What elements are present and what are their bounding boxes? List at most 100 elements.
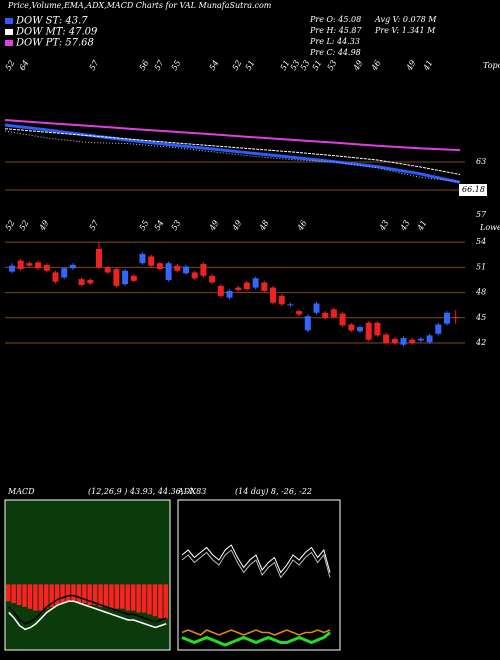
candle-body [348,324,355,331]
histogram-bar [136,584,141,613]
candle-body [296,311,303,315]
histogram-bar [158,584,163,619]
histogram-bar [71,584,76,602]
candle-body [148,256,155,266]
candle-body [270,287,276,303]
histogram-bar [92,584,98,605]
candle-body [209,275,216,283]
line-series [4,118,461,152]
histogram-bar [87,584,92,605]
candle-body [69,264,76,269]
panel-subtitle: (14 day) 8, -26, -22 [235,487,312,496]
stat-label: Pre O: 45.08 [309,15,361,24]
top-panel [5,62,465,200]
date-label: 53 [170,219,183,232]
value-box [459,184,487,196]
candle-body [235,287,242,291]
histogram-bar [114,584,120,609]
date-label: 55 [170,59,183,72]
legend-label: DOW MT: 47.09 [15,27,98,38]
date-label: 56 [138,59,151,72]
histogram-bar [147,584,152,615]
candle-body [200,264,207,276]
histogram-bar [103,584,109,607]
histogram-bar [109,584,114,609]
histogram-bar [120,584,125,609]
date-label: 55 [138,219,151,232]
histogram-bar [49,584,54,607]
candle-body [287,304,294,306]
line-series [4,123,461,184]
panel-title: MACD [7,487,35,496]
histogram-bar [22,584,27,607]
side-label: 63 [476,157,486,166]
histogram-bar [33,584,38,611]
candle-body [52,272,59,282]
candle-body [165,263,172,280]
candle-body [122,270,129,285]
legend-swatch [5,40,13,46]
candle-body [391,338,398,344]
candle-body [313,303,320,313]
histogram-bar [125,584,130,611]
histogram-bar [54,584,60,605]
adx-line [181,549,331,579]
side-label: Topo [483,61,500,70]
candle-body [383,334,390,344]
candle-body [191,272,198,279]
stat-label: Pre V: 1.341 M [374,26,436,35]
histogram-bar [27,584,33,609]
adx-line [181,544,331,574]
date-label: 64 [18,59,31,72]
date-label: 52 [18,219,31,232]
macd-line [8,594,167,625]
date-label: 52 [231,59,244,72]
legend-label: DOW ST: 43.7 [15,16,88,27]
candle-body [243,282,250,290]
side-label: 57 [476,210,487,219]
candle-body [87,279,94,284]
y-tick-label: 48 [475,288,486,297]
adx-line [181,629,331,636]
date-label: 53 [326,59,339,72]
date-label: 54 [153,219,166,232]
adx-panel [177,499,341,651]
histogram-bar [152,584,158,617]
date-label: 51 [244,59,257,72]
date-label: 52 [4,219,17,232]
date-label: 53 [289,59,302,72]
adx-line [181,631,331,647]
candle-body [113,269,120,286]
candle-body [426,335,433,343]
legend-label: DOW PT: 57.68 [15,38,94,49]
candle-body [96,248,102,268]
candle-body [78,279,85,286]
candle-body [130,275,137,281]
candle-body [9,265,15,272]
candle-body [339,313,346,326]
candle-body [26,263,33,266]
line-series [4,130,461,183]
y-tick-label: 54 [476,237,486,246]
candle-body [365,322,372,340]
candle-body [322,312,329,318]
candle-body [374,322,381,336]
candle-body [409,339,416,344]
y-tick-label: 45 [475,313,486,322]
stat-label: Pre H: 45.87 [309,26,363,35]
candle-body [357,327,363,332]
candle-body [330,309,337,317]
candle-body [104,267,111,273]
candle-body [43,264,50,271]
candle-body [444,312,450,324]
line-series [4,128,461,175]
stat-label: Pre C: 44.98 [309,48,361,57]
candle-body [174,265,181,271]
candle-body [17,260,24,270]
date-label: 51 [311,59,324,72]
candle-body [61,268,68,278]
candle-body [452,316,459,318]
histogram-bar [141,584,147,613]
histogram-bar [6,584,11,602]
histogram-bar [76,584,82,604]
